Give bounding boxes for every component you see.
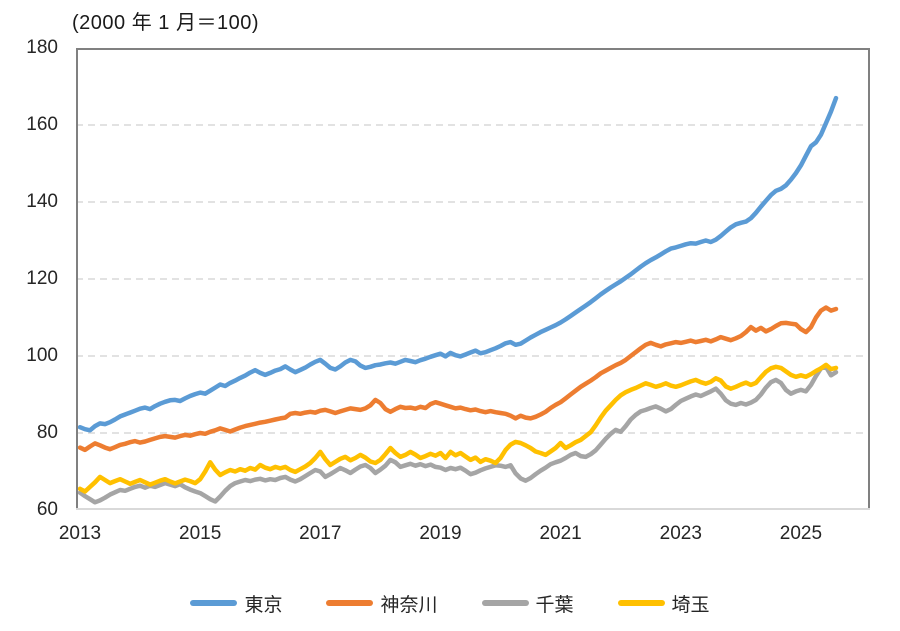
y-tick-label-160: 160	[26, 114, 58, 135]
y-tick-label-180: 180	[26, 37, 58, 58]
series-line-tokyo	[77, 95, 839, 433]
plot-area	[76, 48, 870, 510]
x-tick-label-2023: 2023	[659, 523, 702, 544]
legend-item-chiba: 千葉	[481, 590, 574, 617]
y-tick-label-140: 140	[26, 191, 58, 212]
x-tick-label-2015: 2015	[179, 523, 222, 544]
legend-label-chiba: 千葉	[535, 594, 574, 616]
x-tick-label-2017: 2017	[299, 523, 342, 544]
series-line-saitama	[77, 362, 839, 494]
y-tick-label-80: 80	[36, 422, 58, 443]
x-tick-label-2013: 2013	[58, 523, 102, 544]
plot-svg	[76, 48, 870, 510]
series-line-chiba	[77, 364, 839, 505]
x-tick-label-2019: 2019	[419, 523, 462, 544]
y-tick-label-100: 100	[26, 345, 58, 366]
x-tick-label-2021: 2021	[539, 523, 582, 544]
legend-item-saitama: 埼玉	[617, 590, 710, 617]
legend-swatch-chiba	[481, 600, 529, 606]
y-tick-label-60: 60	[36, 499, 58, 520]
y-tick-label-120: 120	[26, 268, 58, 289]
legend-item-kanagawa: 神奈川	[326, 590, 438, 617]
legend-item-tokyo: 東京	[190, 590, 282, 617]
legend: 東京 神奈川 千葉 埼玉	[0, 586, 900, 620]
legend-swatch-kanagawa	[326, 600, 374, 606]
legend-label-kanagawa: 神奈川	[380, 594, 438, 616]
legend-swatch-saitama	[617, 600, 665, 606]
legend-swatch-tokyo	[190, 600, 238, 606]
x-tick-label-2025: 2025	[779, 523, 823, 544]
legend-label-saitama: 埼玉	[671, 594, 710, 616]
series-line-kanagawa	[77, 305, 839, 453]
legend-label-tokyo: 東京	[244, 594, 283, 616]
chart-title: (2000 年 1 月＝100)	[72, 12, 259, 34]
